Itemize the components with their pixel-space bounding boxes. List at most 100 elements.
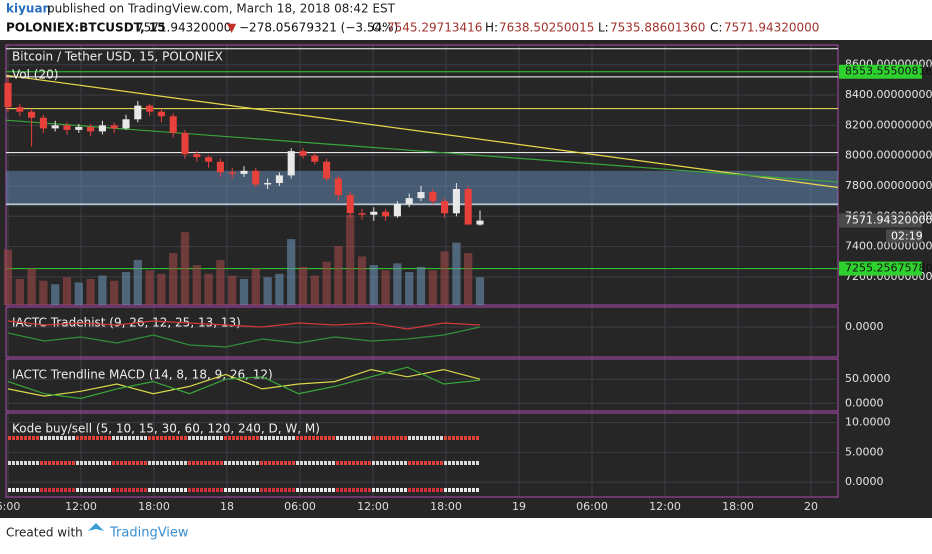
signal-dot: [76, 436, 79, 440]
signal-dot: [228, 436, 231, 440]
signal-dot: [152, 436, 155, 440]
price-label: 7255.25675780: [845, 262, 932, 275]
signal-dot: [400, 436, 403, 440]
signal-dot: [416, 488, 419, 492]
volume-bar: [39, 280, 48, 305]
signal-dot: [372, 488, 375, 492]
signal-dot: [196, 461, 199, 465]
signal-dot: [256, 461, 259, 465]
candle-body: [134, 105, 142, 120]
signal-dot: [284, 461, 287, 465]
signal-dot: [308, 436, 311, 440]
pane-title: IACTC Tradehist (9, 26, 12, 25, 13, 13): [12, 316, 241, 330]
signal-dot: [144, 461, 147, 465]
y-tick-label: 0.0000: [845, 320, 884, 333]
signal-dot: [364, 436, 367, 440]
signal-dot: [212, 436, 215, 440]
signal-dot: [316, 436, 319, 440]
signal-dot: [60, 461, 63, 465]
signal-dot: [124, 461, 127, 465]
signal-dot: [236, 461, 239, 465]
signal-dot: [196, 488, 199, 492]
signal-dot: [372, 436, 375, 440]
signal-dot: [444, 436, 447, 440]
signal-dot: [92, 488, 95, 492]
x-tick-label: 18:00: [722, 500, 754, 513]
volume-bar: [74, 282, 83, 305]
signal-dot: [464, 461, 467, 465]
price-label-bg: [839, 261, 922, 276]
signal-dot: [296, 488, 299, 492]
signal-dot: [412, 488, 415, 492]
signal-dot: [440, 461, 443, 465]
signal-dot: [432, 436, 435, 440]
signal-dot: [468, 436, 471, 440]
signal-dot: [100, 461, 103, 465]
signal-dot: [336, 436, 339, 440]
signal-dot: [112, 488, 115, 492]
signal-dot: [84, 461, 87, 465]
signal-dot: [20, 461, 23, 465]
volume-bar: [428, 270, 437, 305]
signal-dot: [268, 461, 271, 465]
signal-dot: [92, 436, 95, 440]
candle-body: [193, 154, 201, 158]
signal-dot: [56, 488, 59, 492]
signal-dot: [476, 488, 479, 492]
author[interactable]: kiyuan: [6, 2, 51, 16]
volume-bar: [275, 273, 284, 305]
indicator-line: [7, 368, 481, 397]
signal-dot: [232, 461, 235, 465]
signal-dot: [368, 436, 371, 440]
signal-dot: [120, 461, 123, 465]
signal-dot: [180, 436, 183, 440]
signal-dot: [260, 488, 263, 492]
volume-bar: [228, 275, 237, 305]
signal-dot: [432, 461, 435, 465]
candle-body: [28, 111, 36, 118]
signal-dot: [196, 436, 199, 440]
signal-dot: [296, 461, 299, 465]
signal-dot: [320, 436, 323, 440]
signal-dot: [88, 461, 91, 465]
signal-dot: [192, 488, 195, 492]
signal-dot: [72, 436, 75, 440]
signal-dot: [40, 488, 43, 492]
signal-dot: [156, 461, 159, 465]
signal-dot: [300, 436, 303, 440]
footer-brand[interactable]: TradingView: [109, 526, 189, 541]
signal-dot: [100, 488, 103, 492]
signal-dot: [468, 488, 471, 492]
signal-dot: [208, 461, 211, 465]
signal-dot: [420, 436, 423, 440]
volume-bar: [310, 275, 319, 305]
signal-dot: [320, 461, 323, 465]
signal-dot: [64, 488, 67, 492]
signal-dot: [216, 488, 219, 492]
candle-body: [370, 211, 378, 215]
x-tick-label: 20: [804, 500, 818, 513]
candle-body: [240, 170, 248, 174]
signal-dot: [264, 488, 267, 492]
signal-dot: [224, 461, 227, 465]
signal-dot: [260, 436, 263, 440]
signal-dot: [172, 436, 175, 440]
signal-dot: [316, 488, 319, 492]
signal-dot: [352, 461, 355, 465]
signal-dot: [32, 488, 35, 492]
signal-dot: [16, 461, 19, 465]
signal-dot: [192, 436, 195, 440]
signal-dot: [52, 461, 55, 465]
signal-dot: [140, 488, 143, 492]
volume-title: Vol (20): [12, 68, 58, 82]
y-tick-label: 7400.00000000: [845, 240, 932, 253]
price-label-bg: [839, 64, 922, 79]
logo: [88, 523, 104, 531]
signal-dot: [80, 436, 83, 440]
volume-bar: [346, 214, 355, 305]
x-tick-label: 18:00: [430, 500, 462, 513]
volume-bar: [334, 246, 343, 305]
signal-dot: [28, 461, 31, 465]
y-tick-label: 0.0000: [845, 475, 884, 488]
signal-dot: [300, 488, 303, 492]
